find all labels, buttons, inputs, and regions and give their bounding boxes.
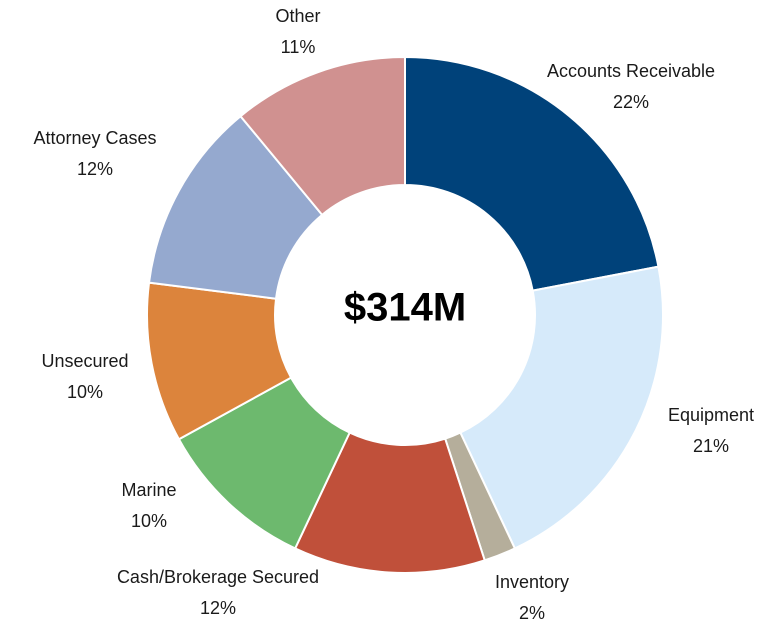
slice-value-label: 11% bbox=[281, 37, 316, 57]
slice-label: Attorney Cases bbox=[33, 128, 156, 148]
slice-value-label: 2% bbox=[519, 603, 545, 623]
slice-label: Other bbox=[275, 6, 320, 26]
slice-value-label: 10% bbox=[131, 511, 167, 531]
slice-label: Marine bbox=[121, 480, 176, 500]
slice-label: Unsecured bbox=[41, 351, 128, 371]
slice-value-label: 12% bbox=[77, 159, 113, 179]
slice-value-label: 10% bbox=[67, 382, 103, 402]
center-label: $314M bbox=[344, 286, 466, 330]
slice-label: Equipment bbox=[668, 405, 754, 425]
slice-label: Inventory bbox=[495, 572, 569, 592]
slice-label: Accounts Receivable bbox=[547, 61, 715, 81]
donut-slice bbox=[459, 265, 664, 550]
donut-slice bbox=[404, 55, 660, 292]
slice-label: Cash/Brokerage Secured bbox=[117, 567, 319, 587]
slice-value-label: 12% bbox=[200, 598, 236, 618]
slice-value-label: 22% bbox=[613, 92, 649, 112]
slice-value-label: 21% bbox=[693, 436, 729, 456]
donut-slice bbox=[239, 55, 406, 217]
